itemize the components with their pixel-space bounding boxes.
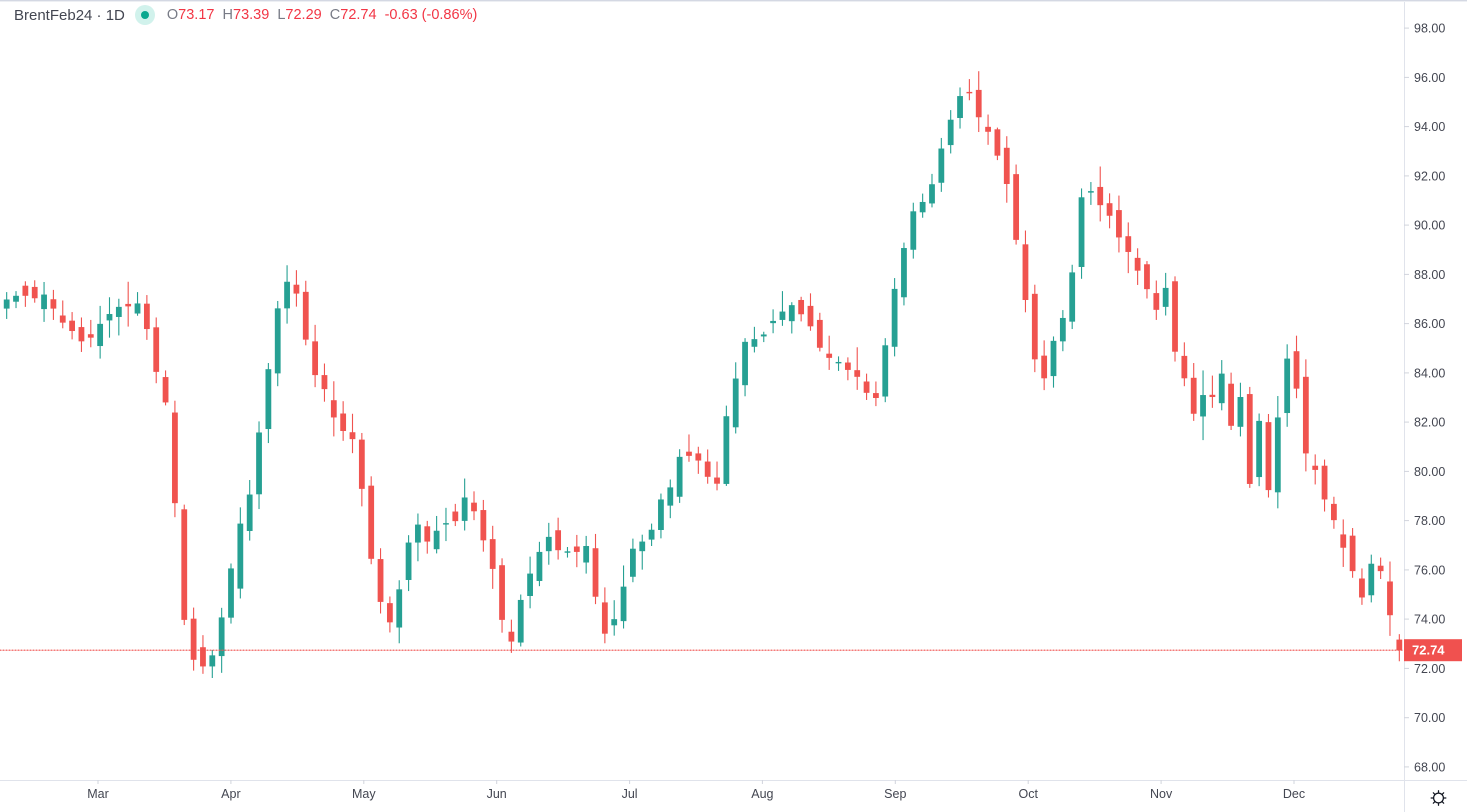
svg-text:82.00: 82.00	[1414, 416, 1445, 430]
svg-text:Jul: Jul	[622, 787, 638, 801]
svg-text:96.00: 96.00	[1414, 71, 1445, 85]
svg-text:Nov: Nov	[1150, 787, 1173, 801]
svg-text:72.00: 72.00	[1414, 662, 1445, 676]
svg-text:86.00: 86.00	[1414, 317, 1445, 331]
svg-text:90.00: 90.00	[1414, 219, 1445, 233]
svg-text:74.00: 74.00	[1414, 613, 1445, 627]
svg-text:Oct: Oct	[1018, 787, 1038, 801]
svg-text:88.00: 88.00	[1414, 268, 1445, 282]
svg-text:Mar: Mar	[87, 787, 109, 801]
svg-text:76.00: 76.00	[1414, 563, 1445, 577]
svg-text:72.74: 72.74	[1412, 643, 1445, 658]
svg-text:80.00: 80.00	[1414, 465, 1445, 479]
svg-text:70.00: 70.00	[1414, 711, 1445, 725]
svg-text:Jun: Jun	[487, 787, 507, 801]
svg-text:Dec: Dec	[1283, 787, 1305, 801]
svg-text:92.00: 92.00	[1414, 169, 1445, 183]
svg-text:May: May	[352, 787, 376, 801]
svg-text:Aug: Aug	[751, 787, 773, 801]
svg-text:Apr: Apr	[221, 787, 240, 801]
svg-text:Sep: Sep	[884, 787, 906, 801]
svg-text:94.00: 94.00	[1414, 120, 1445, 134]
svg-text:78.00: 78.00	[1414, 514, 1445, 528]
svg-text:68.00: 68.00	[1414, 760, 1445, 774]
svg-text:84.00: 84.00	[1414, 366, 1445, 380]
